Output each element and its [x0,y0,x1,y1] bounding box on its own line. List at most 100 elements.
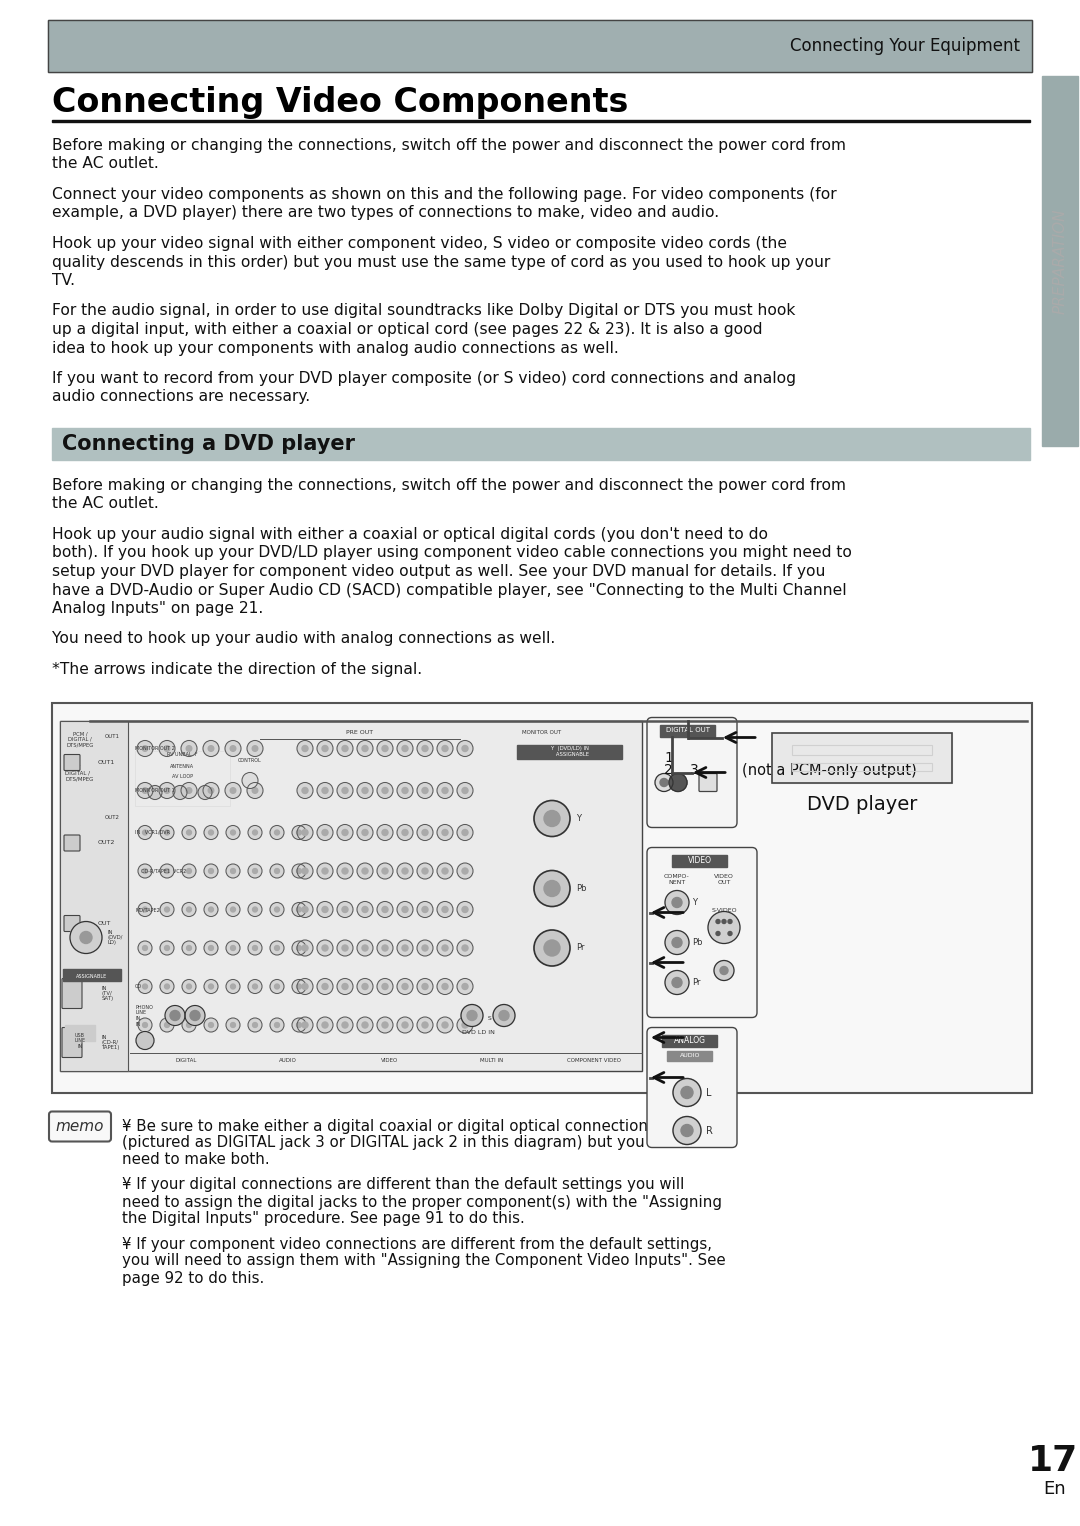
Circle shape [362,906,368,913]
Circle shape [204,942,218,955]
Circle shape [138,980,152,993]
Circle shape [462,787,468,794]
Circle shape [457,864,473,879]
Circle shape [297,783,313,798]
Circle shape [230,787,235,794]
Circle shape [204,864,218,877]
Circle shape [362,945,368,951]
Circle shape [342,1022,348,1029]
Text: IN
(CD-R/
TAPE1): IN (CD-R/ TAPE1) [102,1035,120,1050]
Circle shape [462,906,468,913]
Circle shape [437,864,453,879]
Circle shape [382,787,388,794]
Circle shape [457,902,473,917]
Text: ¥ If your digital connections are different than the default settings you will: ¥ If your digital connections are differ… [122,1178,685,1192]
Text: Before making or changing the connections, switch off the power and disconnect t: Before making or changing the connection… [52,478,846,493]
Circle shape [253,1022,257,1027]
FancyBboxPatch shape [49,1111,111,1141]
Bar [792,763,932,771]
Circle shape [208,946,214,951]
Circle shape [437,783,453,798]
Circle shape [402,746,408,751]
FancyBboxPatch shape [64,916,80,931]
Bar [52,119,1030,122]
Circle shape [422,945,428,951]
Circle shape [322,746,328,751]
Text: TV.: TV. [52,273,75,288]
Circle shape [337,864,353,879]
Circle shape [462,868,468,874]
Circle shape [248,826,262,839]
Circle shape [377,940,393,955]
Circle shape [723,920,726,923]
Circle shape [302,868,308,874]
Circle shape [187,906,191,913]
Circle shape [322,1022,328,1029]
Circle shape [292,826,306,839]
Circle shape [208,868,214,873]
Circle shape [362,830,368,836]
Circle shape [382,830,388,836]
Circle shape [143,906,148,913]
Text: Y: Y [576,813,581,823]
Circle shape [457,940,473,955]
Text: (not a PCM-only output): (not a PCM-only output) [742,763,917,778]
Circle shape [362,1022,368,1029]
Circle shape [318,940,333,955]
Text: Y  (DVD/LD) IN
   ASSIGNABLE: Y (DVD/LD) IN ASSIGNABLE [551,746,589,757]
Text: AUDIO: AUDIO [279,1058,297,1062]
Bar [52,702,1032,1093]
Circle shape [357,902,373,917]
Circle shape [422,983,428,989]
Circle shape [672,937,681,948]
Circle shape [181,740,197,757]
Bar [660,725,715,737]
Circle shape [461,1004,483,1027]
Text: 1: 1 [664,751,673,765]
Circle shape [186,746,192,751]
Circle shape [437,740,453,757]
Text: USB
LINE
IN: USB LINE IN [75,1033,85,1048]
Circle shape [297,940,313,955]
FancyBboxPatch shape [62,1027,82,1058]
Circle shape [357,783,373,798]
Circle shape [181,783,197,798]
Circle shape [534,929,570,966]
Text: quality descends in this order) but you must use the same type of cord as you us: quality descends in this order) but you … [52,255,831,270]
Circle shape [270,902,284,917]
Circle shape [357,740,373,757]
Circle shape [143,746,148,751]
Circle shape [322,906,328,913]
Bar [48,20,1032,72]
Text: COMPO-
NENT: COMPO- NENT [664,874,690,885]
Circle shape [442,945,448,951]
Circle shape [492,1004,515,1027]
Circle shape [544,940,561,955]
Text: AV LOOP: AV LOOP [172,774,193,778]
Text: PCM /
DIGITAL /
DTS/MPEG: PCM / DIGITAL / DTS/MPEG [66,731,94,748]
Circle shape [357,864,373,879]
Text: Hook up your audio signal with either a coaxial or optical digital cords (you do: Hook up your audio signal with either a … [52,526,768,542]
Text: CD: CD [135,984,143,989]
Circle shape [248,980,262,993]
Circle shape [248,942,262,955]
Circle shape [138,826,152,839]
Text: 3: 3 [690,763,699,777]
Circle shape [660,778,669,786]
Circle shape [402,983,408,989]
Circle shape [342,868,348,874]
Text: need to make both.: need to make both. [122,1152,270,1167]
Text: 17: 17 [1028,1444,1078,1479]
Circle shape [442,906,448,913]
Circle shape [203,740,219,757]
Circle shape [230,746,235,751]
Circle shape [397,740,413,757]
Circle shape [160,942,174,955]
FancyBboxPatch shape [699,774,717,792]
Circle shape [318,902,333,917]
FancyBboxPatch shape [64,835,80,852]
Circle shape [292,1018,306,1032]
Bar [1042,76,1078,446]
Text: OUT2: OUT2 [105,815,120,819]
Circle shape [462,1022,468,1029]
